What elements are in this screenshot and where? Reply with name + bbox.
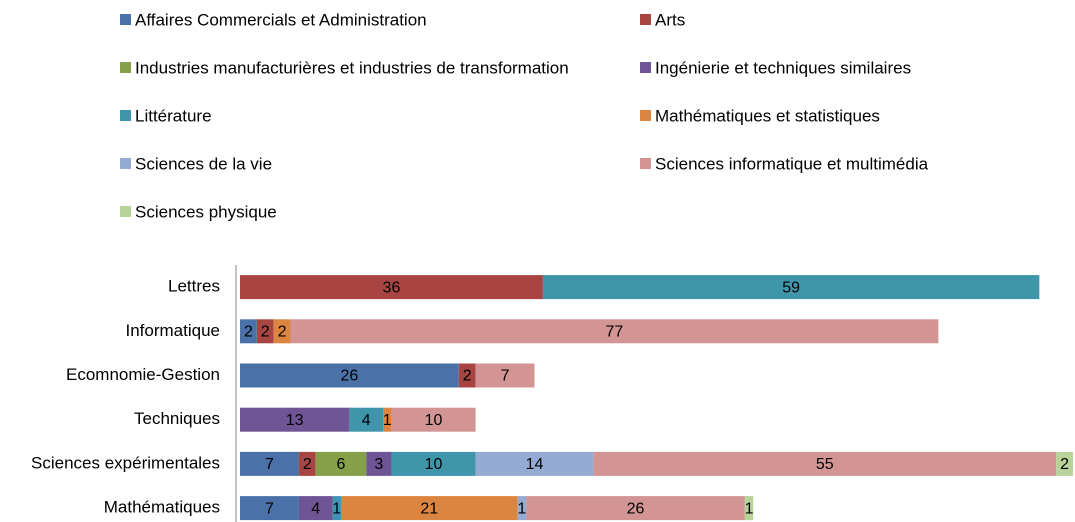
value-label: 2: [244, 324, 253, 341]
value-label: 55: [816, 456, 834, 473]
bar-segment: [332, 496, 341, 521]
value-label: 4: [362, 412, 371, 429]
value-label: 10: [425, 412, 443, 429]
y-tick-label: Sciences expérimentales: [31, 453, 220, 472]
bar-segment: [240, 496, 299, 521]
value-label: 7: [265, 456, 274, 473]
value-label: 2: [278, 324, 287, 341]
bar-segment: [744, 496, 754, 521]
legend-label: Arts: [655, 10, 685, 29]
value-label: 21: [420, 500, 438, 517]
bar-segment: [542, 275, 1040, 300]
value-label: 36: [383, 279, 401, 296]
legend-swatch: [640, 14, 651, 25]
value-label: 26: [627, 500, 645, 517]
legend-swatch: [120, 14, 131, 25]
value-label: 2: [303, 456, 312, 473]
value-label: 4: [311, 500, 320, 517]
bar-segment: [240, 363, 459, 388]
bar-segment: [593, 451, 1057, 476]
legend-label: Sciences physique: [135, 202, 277, 221]
bar-segment: [298, 451, 316, 476]
value-label: 2: [1060, 456, 1069, 473]
bar-segment: [517, 496, 527, 521]
legend-swatch: [640, 158, 651, 169]
y-tick-label: Mathématiques: [104, 498, 220, 517]
y-tick-label: Ecomnomie-Gestion: [66, 365, 220, 384]
bar-segment: [391, 407, 476, 432]
bar-segment: [391, 451, 476, 476]
value-label: 7: [265, 500, 274, 517]
legend-swatch: [120, 206, 131, 217]
bar-segment: [458, 363, 476, 388]
legend-label: Affaires Commercials et Administration: [135, 10, 427, 29]
value-label: 1: [517, 500, 526, 517]
value-label: 77: [606, 324, 624, 341]
legend-label: Littérature: [135, 106, 212, 125]
legend-label: Ingénierie et techniques similaires: [655, 58, 911, 77]
legend-swatch: [120, 62, 131, 73]
bar-segment: [240, 451, 299, 476]
bar-segment: [340, 496, 518, 521]
bar-segment: [383, 407, 392, 432]
bar-segment: [273, 319, 291, 344]
legend-label: Mathématiques et statistiques: [655, 106, 880, 125]
bar-segment: [298, 496, 333, 521]
y-tick-label: Informatique: [126, 321, 221, 340]
value-label: 2: [261, 324, 270, 341]
value-label: 13: [286, 412, 304, 429]
value-label: 7: [501, 368, 510, 385]
value-label: 10: [425, 456, 443, 473]
value-label: 1: [745, 500, 754, 517]
value-label: 14: [526, 456, 544, 473]
bar-segment: [240, 407, 350, 432]
bar-segment: [475, 363, 535, 388]
value-label: 26: [340, 368, 358, 385]
bar-segment: [366, 451, 392, 476]
legend-label: Industries manufacturières et industries…: [135, 58, 569, 77]
legend-swatch: [640, 62, 651, 73]
legend-swatch: [120, 158, 131, 169]
y-tick-label: Lettres: [168, 277, 220, 296]
legend-label: Sciences de la vie: [135, 154, 272, 173]
legend-label: Sciences informatique et multimédia: [655, 154, 929, 173]
y-tick-label: Techniques: [134, 409, 220, 428]
value-label: 6: [337, 456, 346, 473]
value-label: 2: [463, 368, 472, 385]
legend-swatch: [120, 110, 131, 121]
bar-segment: [290, 319, 939, 344]
value-label: 1: [332, 500, 341, 517]
legend-swatch: [640, 110, 651, 121]
bar-segment: [240, 319, 257, 344]
bar-segment: [1056, 451, 1073, 476]
bar-segment: [349, 407, 384, 432]
bar-segment: [315, 451, 367, 476]
bar-segment: [240, 275, 543, 300]
value-label: 59: [782, 279, 800, 296]
bar-segment: [526, 496, 745, 521]
bar-segment: [256, 319, 274, 344]
bar-segment: [475, 451, 594, 476]
value-label: 1: [383, 412, 392, 429]
value-label: 3: [374, 456, 383, 473]
